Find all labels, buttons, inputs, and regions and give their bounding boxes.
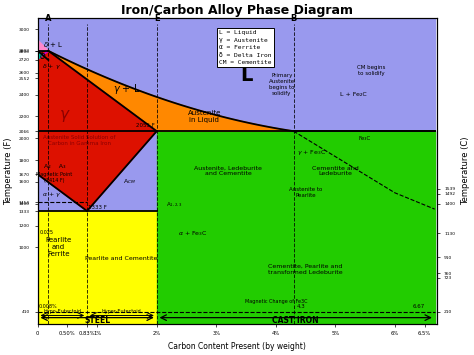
Text: L + Fe₂C: L + Fe₂C — [340, 92, 366, 97]
Text: Austenite to
Pearlite: Austenite to Pearlite — [289, 187, 322, 198]
Text: $\alpha$ + $\gamma$: $\alpha$ + $\gamma$ — [42, 191, 62, 200]
Polygon shape — [48, 51, 293, 131]
Polygon shape — [157, 131, 435, 324]
Text: Magnetic Point
(1414 F): Magnetic Point (1414 F) — [36, 172, 73, 183]
X-axis label: Carbon Content Present (by weight): Carbon Content Present (by weight) — [168, 342, 306, 351]
Text: B: B — [291, 13, 297, 22]
Text: A₂    A₃: A₂ A₃ — [44, 164, 65, 169]
Text: A: A — [45, 13, 52, 22]
Text: 0.008%: 0.008% — [38, 304, 57, 309]
Polygon shape — [37, 211, 157, 324]
Text: STEEL: STEEL — [84, 316, 110, 324]
Polygon shape — [37, 18, 435, 324]
Text: Austenite Solid Solution of
Carbon in Gamma Iron: Austenite Solid Solution of Carbon in Ga… — [43, 135, 116, 146]
Text: Primary
Austenite
begins to
solidify: Primary Austenite begins to solidify — [269, 73, 295, 95]
Text: L: L — [240, 66, 252, 84]
Text: Fe₃C: Fe₃C — [359, 136, 371, 141]
Text: $\gamma$ + Fe$_3$C: $\gamma$ + Fe$_3$C — [297, 148, 326, 157]
Text: 2055 F: 2055 F — [136, 123, 155, 128]
Polygon shape — [37, 51, 48, 60]
Text: E: E — [154, 13, 159, 22]
Text: Pearlite
and
Ferrite: Pearlite and Ferrite — [46, 237, 72, 257]
Text: Cementite, Pearlite and
transformed Ledeburite: Cementite, Pearlite and transformed Lede… — [268, 264, 343, 274]
Text: A$_{CM}$: A$_{CM}$ — [123, 177, 137, 186]
Text: CAST IRON: CAST IRON — [272, 316, 319, 324]
Polygon shape — [37, 51, 157, 211]
Text: $\gamma$ + L: $\gamma$ + L — [113, 82, 141, 96]
Y-axis label: Temperature (F): Temperature (F) — [4, 137, 13, 205]
Text: $\delta$ + $\gamma$: $\delta$ + $\gamma$ — [42, 62, 61, 71]
Text: CM begins
to solidify: CM begins to solidify — [357, 65, 385, 76]
Text: $\alpha$ + Fe$_3$C: $\alpha$ + Fe$_3$C — [178, 229, 207, 237]
Text: 6.67: 6.67 — [413, 304, 425, 309]
Text: $\gamma$: $\gamma$ — [59, 109, 70, 125]
Text: Cementite and
Ledeburite: Cementite and Ledeburite — [312, 165, 359, 176]
Y-axis label: Temperature (C): Temperature (C) — [461, 137, 470, 205]
Text: Austenite, Ledeburite
and Cementite: Austenite, Ledeburite and Cementite — [194, 165, 262, 176]
Text: 1333 F: 1333 F — [88, 205, 107, 210]
Text: $\delta$ + L: $\delta$ + L — [43, 40, 64, 49]
Text: $\delta$: $\delta$ — [39, 49, 46, 61]
Text: 0.025: 0.025 — [39, 230, 54, 235]
Text: L = Liquid
γ = Austenite
α = Ferrite
δ = Delta Iron
CM = Cementite: L = Liquid γ = Austenite α = Ferrite δ =… — [219, 30, 272, 65]
Text: Pearlite and Cementite: Pearlite and Cementite — [85, 256, 157, 261]
Text: 4.3: 4.3 — [297, 304, 305, 309]
Title: Iron/Carbon Alloy Phase Diagram: Iron/Carbon Alloy Phase Diagram — [121, 4, 353, 17]
Text: Magnetic Change of Fe3C: Magnetic Change of Fe3C — [245, 299, 307, 304]
Polygon shape — [37, 51, 42, 60]
Text: Hyper-Eutectoid: Hyper-Eutectoid — [102, 309, 142, 314]
Polygon shape — [37, 40, 48, 51]
Text: Hypo-Eutectoid: Hypo-Eutectoid — [43, 309, 82, 314]
Text: A$_{1,2,3}$: A$_{1,2,3}$ — [165, 201, 182, 209]
Text: Austenite
in Liquid: Austenite in Liquid — [188, 110, 221, 123]
